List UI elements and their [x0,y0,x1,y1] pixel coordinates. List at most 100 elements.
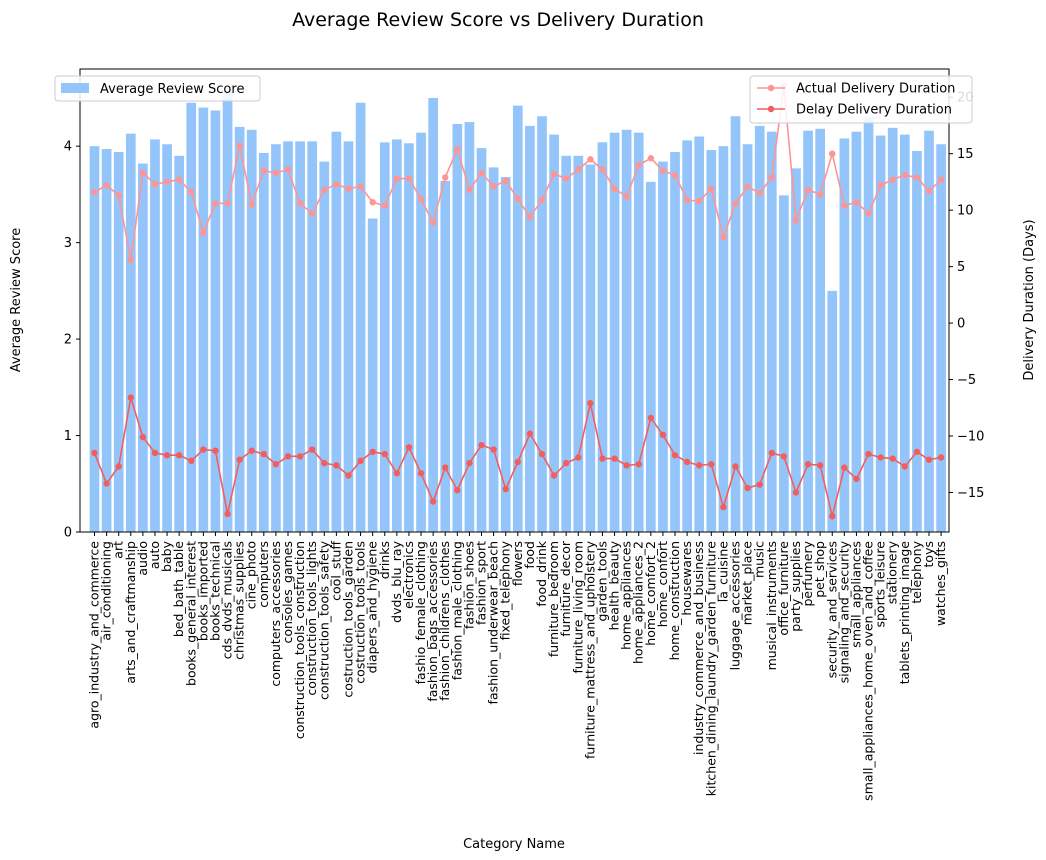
category-label-sports_leisure: sports_leisure [873,541,888,628]
category-label-agro_industry_and_commerce: agro_industry_and_commerce [87,541,102,729]
delay-delivery-duration-point [212,447,219,454]
actual-delivery-duration-point [115,192,122,199]
bar-fashio_female_clothing [416,132,426,532]
bar-audio [138,163,148,532]
category-label-office_furniture: office_furniture [776,541,791,636]
category-label-dvds_blu_ray: dvds_blu_ray [389,540,404,622]
actual-delivery-duration-point [816,191,824,198]
bar-music [754,125,765,532]
actual-delivery-duration-point [853,199,860,206]
bar-tablets_printing_image [899,134,910,532]
category-label-telephony: telephony [909,540,924,603]
delay-delivery-duration-point [272,461,280,468]
category-label-costruction_tools_garden: costruction_tools_garden [340,541,355,698]
left-y-tick-label: 0 [64,526,72,541]
bar-home_construction [670,151,680,532]
delay-delivery-duration-point [550,472,558,479]
bar-watches_gifts [936,144,946,533]
delay-delivery-duration-point [224,510,231,518]
actual-delivery-duration-point [623,193,630,200]
category-label-electronics: electronics [401,541,416,609]
bar-bed_bath_table [174,155,184,532]
actual-delivery-duration-point [696,197,703,205]
delay-delivery-duration-point [575,454,582,461]
category-label-furniture_bedroom: furniture_bedroom [546,541,561,657]
delay-delivery-duration-point [260,450,268,458]
actual-delivery-duration-point [442,174,449,181]
category-label-fashion_sport: fashion_sport [474,541,489,625]
actual-delivery-duration-point [889,176,896,183]
bar-furniture_mattress_and_upholstery [585,164,596,533]
actual-delivery-duration-point [224,200,231,207]
actual-delivery-duration-point [309,210,316,217]
delay-delivery-duration-point [296,453,304,460]
bar-fashion_shoes [464,122,475,533]
right-y-tick-label: 10 [957,204,974,219]
category-label-fixed_telephony: fixed_telephony [498,540,513,640]
actual-delivery-duration-point [575,166,582,173]
category-label-health_beauty: health_beauty [607,540,622,630]
category-label-home_construction: home_construction [667,541,682,660]
bar-garden_tools [597,142,608,532]
delay-delivery-duration-point [333,462,340,469]
bar-drinks [379,142,390,532]
category-label-cine_photo: cine_photo [244,541,259,609]
delay-delivery-duration-point [623,462,630,469]
delay-delivery-duration-point [417,470,425,477]
actual-delivery-duration-point [744,183,751,190]
category-label-signaling_and_security: signaling_and_security [836,540,851,683]
delay-delivery-duration-point [829,512,836,520]
delay-delivery-duration-point [635,461,642,468]
actual-delivery-duration-point [321,186,328,194]
actual-delivery-duration-point [937,176,945,183]
right-y-tick-label: −15 [957,486,984,501]
bar-fashion_underwear_beach [488,167,499,532]
delay-delivery-duration-point [393,470,401,477]
delay-delivery-duration-point [659,431,667,439]
plot-frame [79,68,950,533]
actual-delivery-duration-point [877,182,884,189]
actual-delivery-duration-point [829,150,836,157]
bar-home_comfort_2 [646,181,656,533]
bar-auto [150,139,160,532]
right-y-tick-label: 5 [957,260,965,275]
category-label-furniture_living_room: furniture_living_room [570,541,585,674]
actual-delivery-duration-point [357,183,364,190]
category-label-cool_stuff: cool_stuff [328,541,343,601]
delay-delivery-duration-point [816,462,824,469]
actual-delivery-duration-point [708,185,715,192]
actual-delivery-duration-point [538,196,546,204]
legend-bar-swatch [61,83,89,93]
bar-luggage_accessories [730,116,741,532]
actual-delivery-duration-point [804,186,812,194]
actual-delivery-duration-point [466,186,473,194]
bar-home_confort [658,161,668,532]
category-label-diapers_and_hygiene: diapers_and_hygiene [365,541,380,674]
category-label-la_cuisine: la_cuisine [715,541,730,603]
actual-delivery-duration-point [248,201,255,208]
actual-delivery-duration-point [647,155,655,162]
delay-delivery-duration-point [925,456,933,463]
category-label-kitchen_dining_laundry_garden_furniture: kitchen_dining_laundry_garden_furniture [703,541,718,797]
category-label-arts_and_craftmanship: arts_and_craftmanship [123,541,138,684]
bar-books_general_interest [186,102,197,532]
delay-delivery-duration-point [466,459,473,467]
bar-art [113,151,124,532]
actual-delivery-duration-point [381,202,388,209]
delay-delivery-duration-point [139,433,147,441]
bar-telephony [912,150,922,533]
bar-sports_leisure [875,135,886,532]
bar-fashion_male_clothing [452,123,463,532]
actual-delivery-duration-point [296,200,304,207]
bar-home_appliances [621,129,632,532]
left-y-tick-label: 1 [64,429,72,444]
actual-delivery-duration-point [91,188,98,196]
x-axis: agro_industry_and_commerceair_conditioni… [87,532,948,801]
bar-cds_dvds_musicals [222,91,233,532]
category-label-computers: computers [256,541,271,608]
delay-delivery-duration-point [454,487,461,494]
delay-delivery-duration-point [248,447,255,454]
delay-delivery-duration-point [442,464,449,471]
category-label-furniture_decor: furniture_decor [558,540,573,636]
category-label-food_drink: food_drink [534,540,549,606]
